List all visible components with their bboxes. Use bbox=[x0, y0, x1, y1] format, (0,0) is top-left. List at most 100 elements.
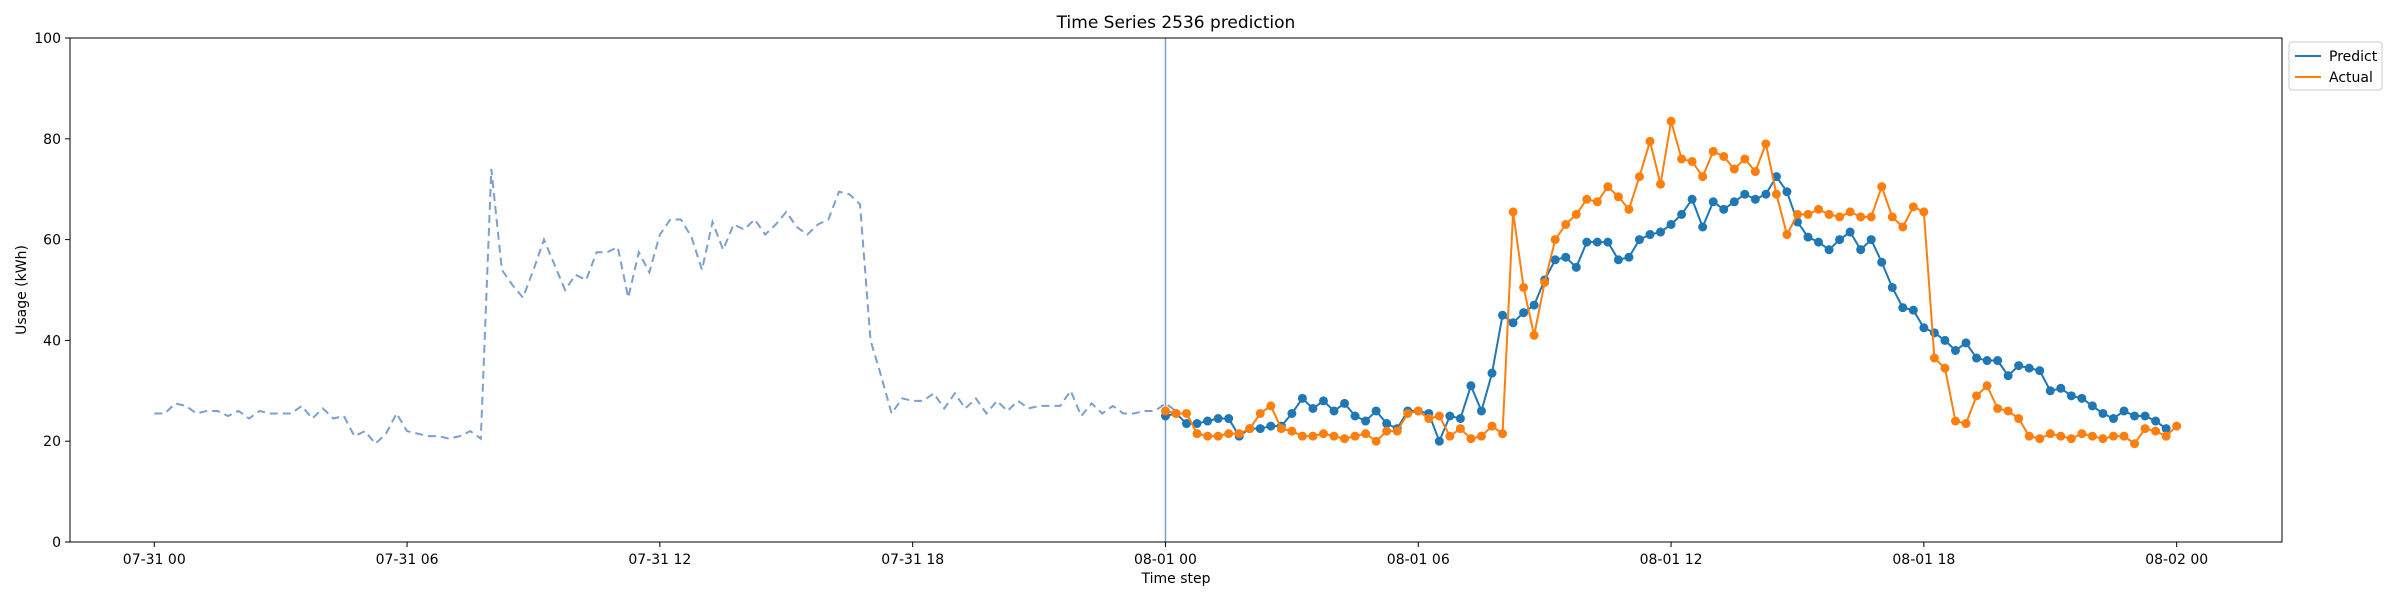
axes: 0 20 40 60 80 100 07-31 00 07-31 06 07-31 12 07-3… bbox=[34, 31, 2283, 568]
actual-point bbox=[1276, 424, 1286, 434]
predict-point bbox=[1645, 230, 1655, 240]
y-tick-label: 0 bbox=[52, 535, 61, 551]
predict-point bbox=[1908, 305, 1918, 315]
predict-point bbox=[1519, 308, 1529, 318]
actual-point bbox=[1961, 419, 1971, 429]
predict-point bbox=[1466, 381, 1476, 391]
actual-point bbox=[2087, 431, 2097, 441]
actual-point bbox=[2140, 424, 2150, 434]
predict-point bbox=[1740, 189, 1750, 199]
actual-point bbox=[1498, 429, 1508, 439]
predict-point bbox=[1919, 323, 1929, 333]
predict-point bbox=[1508, 318, 1518, 328]
predict-point bbox=[1719, 204, 1729, 214]
predict-point bbox=[1350, 411, 1360, 421]
predict-point bbox=[1845, 227, 1855, 237]
predict-point bbox=[2098, 408, 2108, 418]
actual-point bbox=[1750, 167, 1760, 177]
predict-point bbox=[1887, 282, 1897, 292]
actual-point bbox=[1476, 431, 1486, 441]
predict-point bbox=[1603, 237, 1613, 247]
predict-point bbox=[2140, 411, 2150, 421]
x-tick-label: 08-01 06 bbox=[1387, 552, 1450, 568]
predict-point bbox=[1224, 414, 1234, 424]
x-tick-label: 08-01 12 bbox=[1640, 552, 1703, 568]
actual-point bbox=[1877, 182, 1887, 192]
legend-label-actual: Actual bbox=[2329, 70, 2373, 86]
predict-series bbox=[1160, 172, 2171, 446]
actual-point bbox=[1719, 151, 1729, 161]
x-tick-label: 08-01 18 bbox=[1892, 552, 1955, 568]
actual-point bbox=[1845, 207, 1855, 217]
x-tick-label: 07-31 12 bbox=[628, 552, 691, 568]
actual-point bbox=[1224, 429, 1234, 439]
actual-point bbox=[1361, 429, 1371, 439]
actual-point bbox=[1993, 403, 2003, 413]
predict-point bbox=[1550, 255, 1560, 265]
actual-point bbox=[1603, 182, 1613, 192]
actual-point bbox=[1403, 408, 1413, 418]
actual-point bbox=[1382, 426, 1392, 436]
actual-point bbox=[1392, 426, 1402, 436]
actual-point bbox=[1529, 330, 1539, 340]
predict-point bbox=[1371, 406, 1381, 416]
actual-point bbox=[1255, 408, 1265, 418]
predict-point bbox=[2003, 371, 2013, 381]
actual-point bbox=[2161, 431, 2171, 441]
predict-point bbox=[1182, 419, 1192, 429]
predict-point bbox=[1824, 245, 1834, 255]
history-line bbox=[154, 168, 1177, 446]
actual-point bbox=[1919, 207, 1929, 217]
actual-point bbox=[1192, 429, 1202, 439]
predict-point bbox=[1498, 310, 1508, 320]
actual-point bbox=[1550, 235, 1560, 245]
predict-point bbox=[1761, 189, 1771, 199]
predict-point bbox=[1455, 414, 1465, 424]
actual-point bbox=[1445, 431, 1455, 441]
plot-area bbox=[70, 38, 2282, 542]
predict-point bbox=[1561, 252, 1571, 262]
predict-point bbox=[2045, 386, 2055, 396]
actual-point bbox=[1887, 212, 1897, 222]
predict-point bbox=[1382, 419, 1392, 429]
actual-point bbox=[1698, 172, 1708, 182]
predict-point bbox=[1613, 255, 1623, 265]
predict-point bbox=[2024, 363, 2034, 373]
axes-frame bbox=[69, 37, 2283, 543]
predict-point bbox=[2130, 411, 2140, 421]
actual-series bbox=[1160, 116, 2182, 449]
actual-point bbox=[1287, 426, 1297, 436]
predict-point bbox=[1624, 252, 1634, 262]
predict-point bbox=[1750, 194, 1760, 204]
actual-point bbox=[1519, 282, 1529, 292]
actual-point bbox=[1666, 116, 1676, 126]
predict-point bbox=[1308, 403, 1318, 413]
actual-point bbox=[2035, 434, 2045, 444]
predict-point bbox=[1856, 245, 1866, 255]
predict-point bbox=[1940, 335, 1950, 345]
actual-point bbox=[1929, 353, 1939, 363]
actual-point bbox=[1340, 434, 1350, 444]
actual-point bbox=[2056, 431, 2066, 441]
actual-point bbox=[1582, 194, 1592, 204]
actual-point bbox=[1245, 424, 1255, 434]
x-axis-label: Time step bbox=[1141, 571, 1211, 587]
actual-point bbox=[1856, 212, 1866, 222]
y-tick-label: 80 bbox=[43, 132, 61, 148]
predict-point bbox=[1993, 356, 2003, 366]
actual-point bbox=[1866, 212, 1876, 222]
actual-point bbox=[2108, 431, 2118, 441]
predict-point bbox=[2151, 416, 2161, 426]
actual-point bbox=[2066, 434, 2076, 444]
actual-point bbox=[1729, 164, 1739, 174]
predict-point bbox=[1972, 353, 1982, 363]
actual-point bbox=[2098, 434, 2108, 444]
predict-point bbox=[1835, 235, 1845, 245]
actual-point bbox=[1613, 192, 1623, 202]
actual-point bbox=[1424, 414, 1434, 424]
actual-point bbox=[1950, 416, 1960, 426]
actual-point bbox=[1350, 431, 1360, 441]
predict-point bbox=[1203, 416, 1213, 426]
legend-label-predict: Predict bbox=[2329, 49, 2378, 65]
